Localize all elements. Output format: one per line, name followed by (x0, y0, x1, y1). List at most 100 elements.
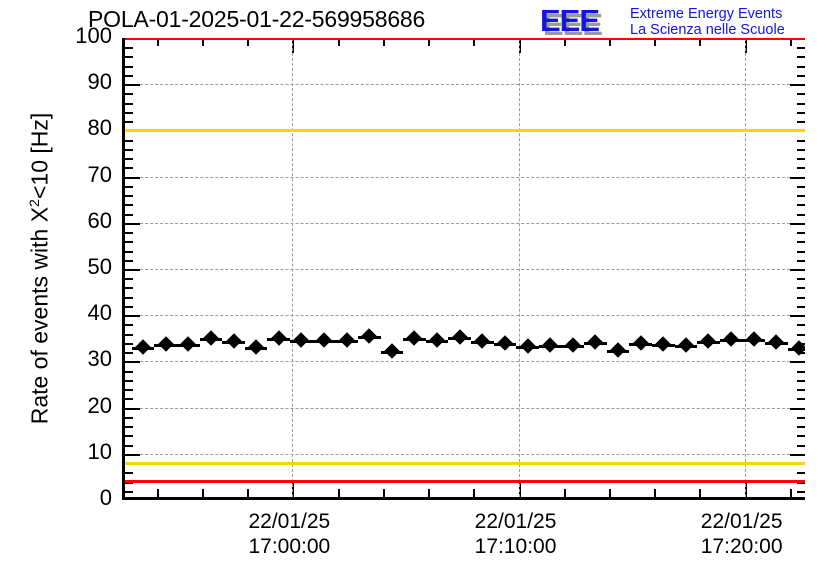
data-point[interactable] (587, 333, 604, 350)
data-point[interactable] (497, 335, 513, 351)
y-tick-minor-right (797, 204, 805, 207)
data-point[interactable] (700, 332, 717, 349)
x-tick-minor (201, 489, 204, 497)
data-point[interactable] (384, 342, 400, 359)
data-point[interactable] (451, 329, 468, 346)
y-tick-major (125, 407, 140, 410)
x-tick-minor-top (337, 38, 340, 46)
x-tick-major-top (292, 38, 295, 53)
y-tick-minor-right (797, 305, 805, 308)
data-point[interactable] (429, 332, 445, 348)
data-point[interactable] (519, 337, 536, 354)
y-gridline (125, 84, 805, 86)
data-point[interactable] (768, 334, 785, 350)
x-tick-label: 22/01/25 17:00:00 (219, 509, 359, 559)
eee-logo-line1: Extreme Energy Events (630, 6, 783, 22)
data-point[interactable] (474, 332, 491, 349)
data-point[interactable] (316, 332, 332, 348)
x-tick-label-date: 22/01/25 (248, 510, 331, 533)
y-tick-minor-right (797, 47, 805, 50)
x-tick-minor (156, 489, 159, 497)
y-tick-minor (125, 167, 133, 170)
y-tick-minor-right (797, 416, 805, 419)
y-tick-minor-right (797, 250, 805, 253)
y-tick-minor-right (797, 379, 805, 382)
data-point[interactable] (406, 330, 423, 346)
y-tick-label: 50 (87, 254, 112, 279)
x-tick-label: 22/01/25 17:20:00 (672, 509, 812, 559)
y-tick-major (125, 176, 140, 179)
y-tick-minor-right (797, 370, 805, 373)
data-point[interactable] (248, 338, 264, 355)
data-point[interactable] (338, 331, 355, 348)
y-tick-minor (125, 195, 133, 198)
x-tick-label-time: 17:10:00 (474, 535, 557, 558)
y-tick-label: 80 (87, 115, 112, 141)
x-tick-label-date: 22/01/25 (474, 510, 557, 533)
data-point[interactable] (632, 335, 649, 351)
y-tick-minor (125, 490, 133, 493)
eee-logo-mark-shadow: EEE (543, 7, 603, 42)
x-tick-minor (563, 489, 566, 497)
y-tick-label: 70 (87, 161, 112, 187)
y-tick-minor (125, 389, 133, 392)
y-gridline (125, 315, 805, 317)
data-point[interactable] (678, 336, 694, 353)
y-tick-minor-right (797, 490, 805, 493)
y-tick-minor-right (797, 232, 805, 235)
y-tick-major (125, 315, 140, 318)
data-point[interactable] (655, 336, 672, 352)
y-tick-minor-right (797, 389, 805, 392)
x-tick-minor-top (608, 38, 611, 46)
data-point[interactable] (565, 336, 581, 353)
x-tick-major-top (518, 38, 521, 53)
data-point[interactable] (723, 331, 739, 347)
eee-logo-line2: La Scienza nelle Scuole (630, 22, 785, 38)
x-tick-minor (473, 489, 476, 497)
y-tick-label: 0 (99, 485, 112, 510)
y-tick-minor (125, 232, 133, 235)
x-tick-minor-top (201, 38, 204, 46)
y-tick-minor-right (797, 398, 805, 401)
x-tick-minor-top (382, 38, 385, 46)
data-point[interactable] (180, 336, 197, 353)
data-point[interactable] (361, 327, 378, 344)
y-tick-label: 40 (87, 300, 112, 326)
x-tick-major (518, 482, 521, 497)
x-tick-label-time: 17:00:00 (248, 535, 331, 558)
y-tick-minor-right (797, 278, 805, 281)
y-tick-minor-right (797, 296, 805, 299)
y-tick-label: 20 (87, 392, 112, 418)
y-tick-minor (125, 416, 133, 419)
plot-frame (122, 38, 805, 500)
x-tick-minor-top (699, 38, 702, 46)
x-tick-minor-top (789, 38, 792, 46)
data-point[interactable] (203, 330, 219, 346)
y-tick-minor-right (797, 324, 805, 327)
y-tick-major-right (790, 222, 805, 225)
data-point[interactable] (225, 332, 242, 349)
y-tick-major (125, 361, 140, 364)
data-point[interactable] (135, 338, 151, 355)
y-tick-minor (125, 74, 133, 77)
y-gridline (125, 453, 805, 455)
data-point[interactable] (610, 342, 626, 358)
data-point[interactable] (157, 336, 174, 353)
y-tick-minor (125, 472, 133, 475)
y-tick-major-right (790, 315, 805, 318)
data-point[interactable] (542, 337, 558, 353)
y-tick-minor-right (797, 472, 805, 475)
y-tick-minor (125, 444, 133, 447)
y-tick-minor (125, 324, 133, 327)
y-tick-minor (125, 56, 133, 59)
data-point[interactable] (293, 332, 310, 348)
data-point[interactable] (745, 331, 762, 347)
y-tick-minor (125, 250, 133, 253)
data-point[interactable] (271, 330, 287, 347)
eee-logo-mark-fore: EEE (540, 3, 600, 38)
y-tick-minor (125, 111, 133, 114)
x-tick-major-top (744, 38, 747, 53)
threshold-line-upper-alarm (125, 38, 805, 40)
x-tick-minor-top (563, 38, 566, 46)
y-tick-minor (125, 370, 133, 373)
